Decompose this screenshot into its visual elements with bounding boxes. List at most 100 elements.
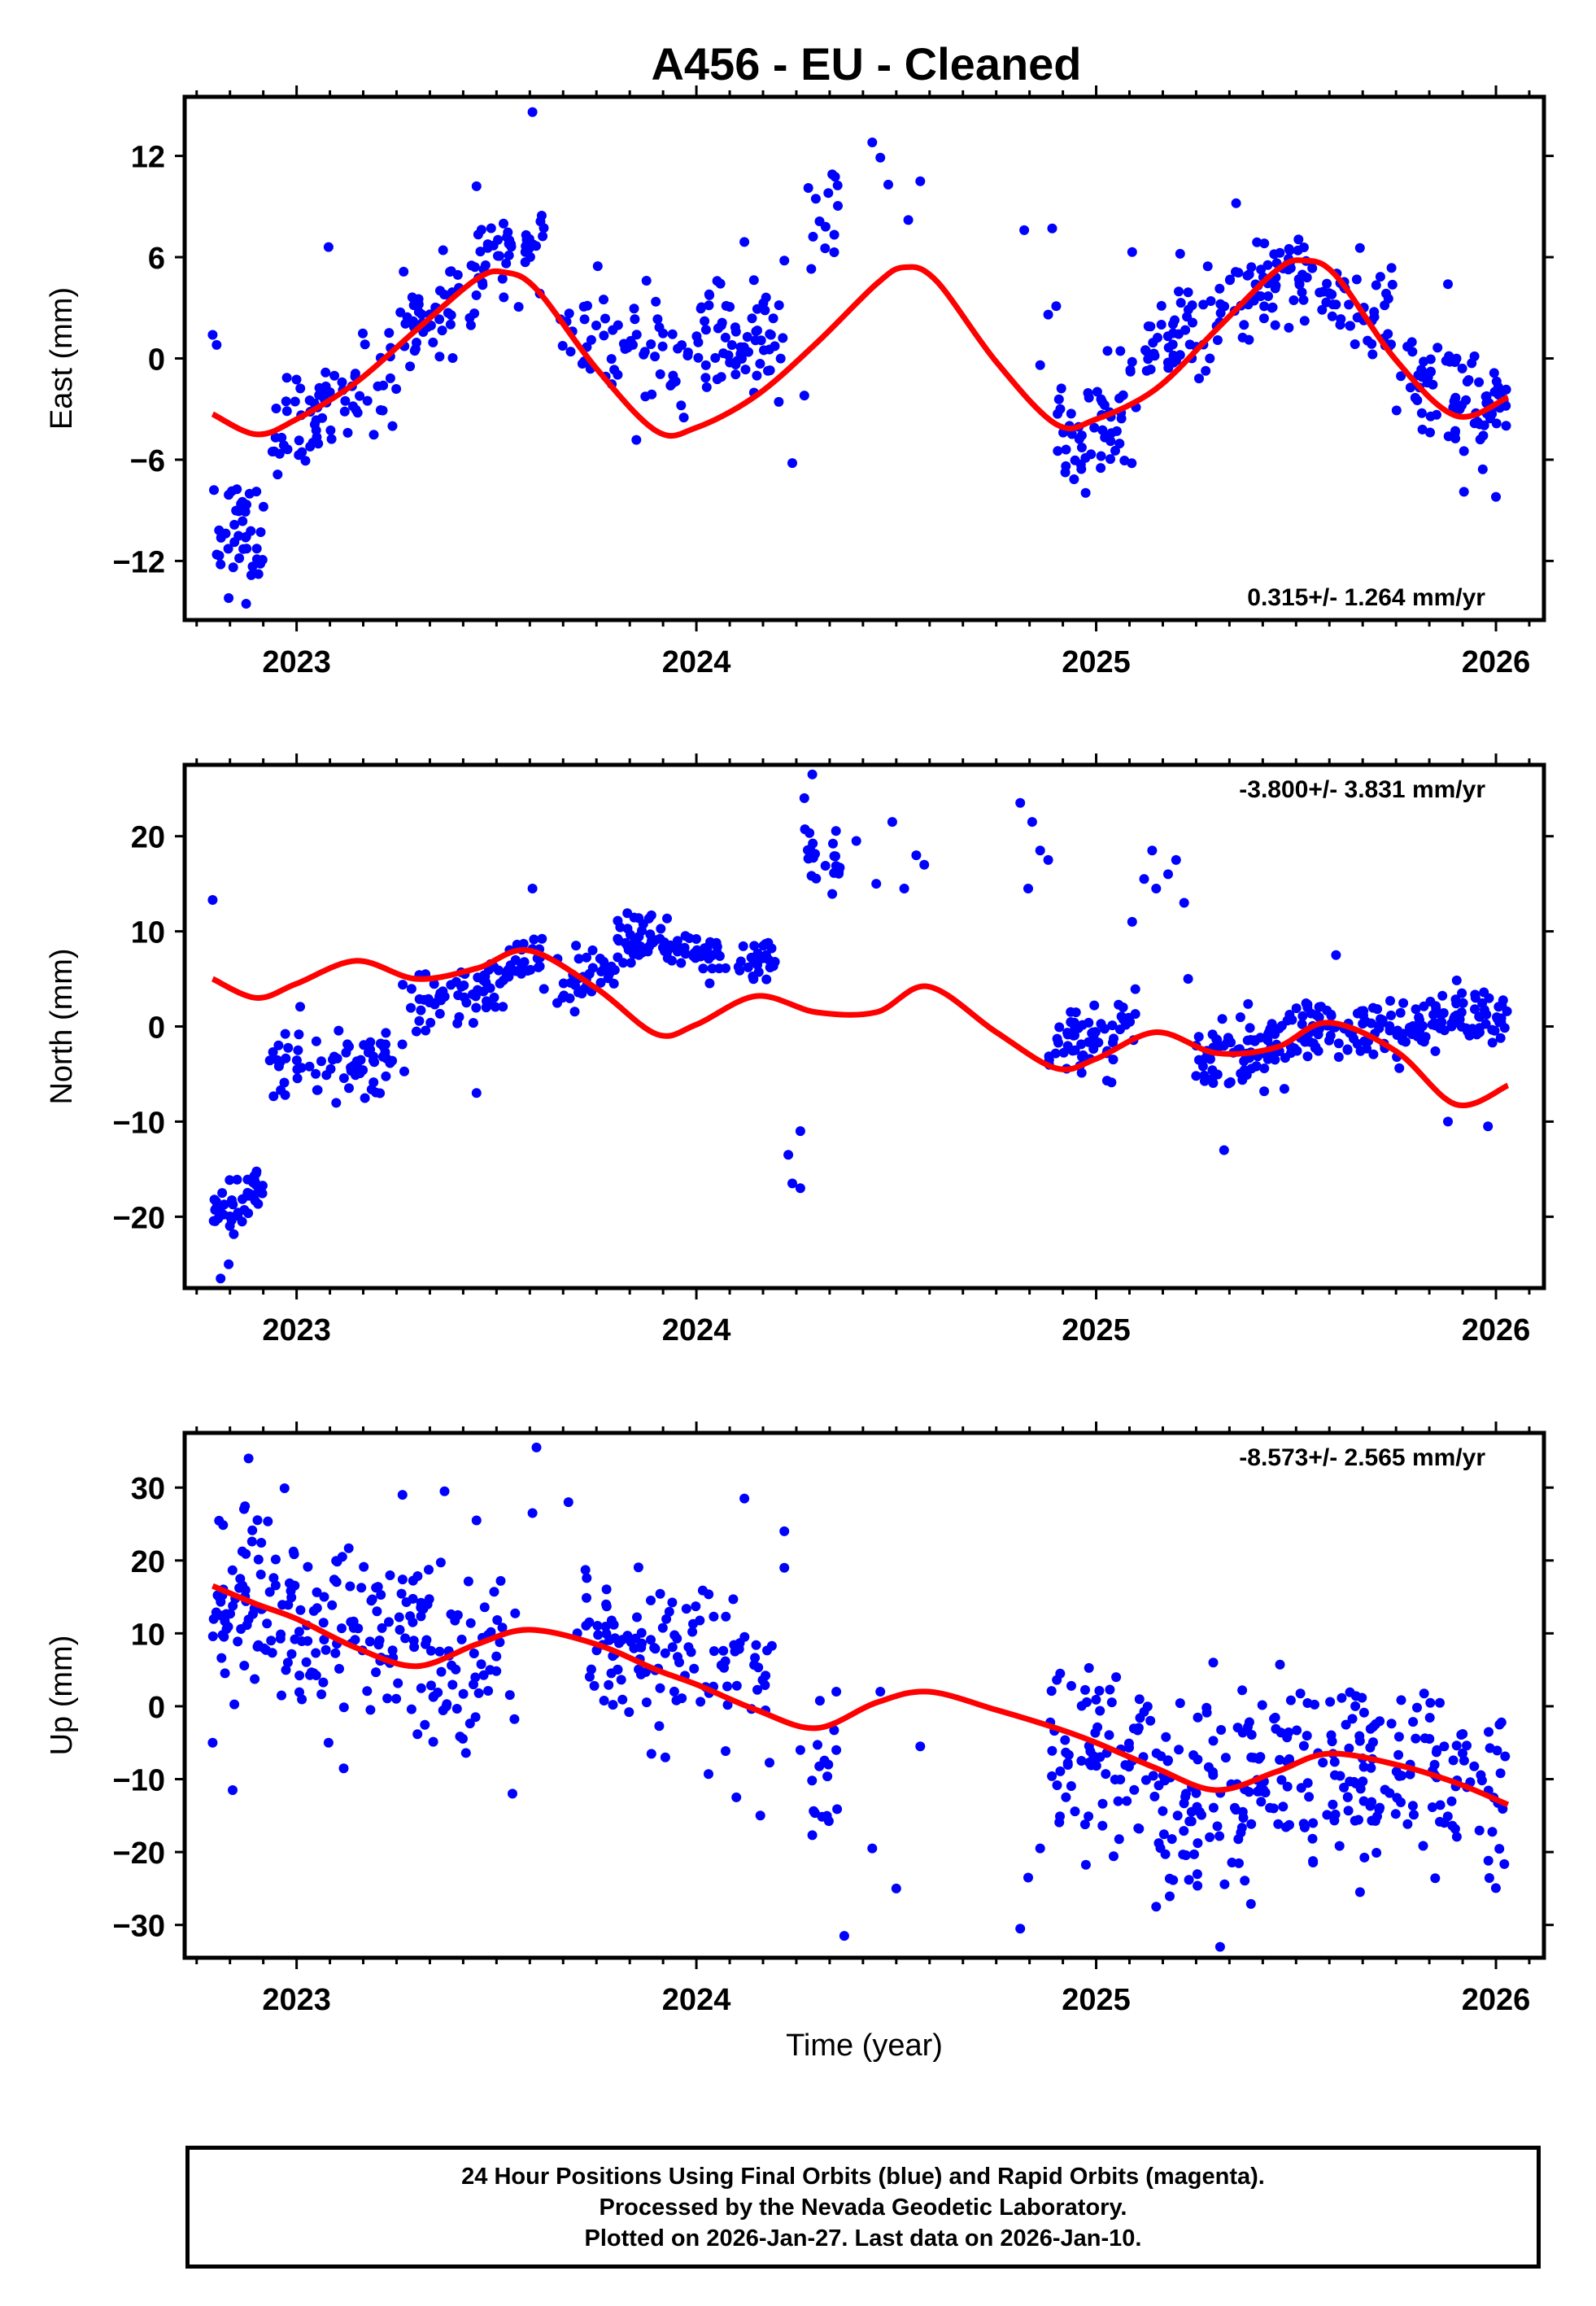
up-point (1495, 1768, 1506, 1779)
north-point (746, 952, 757, 963)
up-point (334, 1663, 344, 1674)
up-point (464, 1719, 475, 1729)
up-y-tick-label: 20 (131, 1545, 165, 1579)
north-x-tick-label: 2024 (662, 1313, 731, 1347)
north-point (1451, 1015, 1461, 1024)
north-point (1043, 854, 1053, 865)
up-point (374, 1636, 385, 1645)
east-point (1302, 273, 1312, 283)
up-point (1350, 1815, 1360, 1826)
north-point (1251, 1061, 1262, 1072)
east-y-tick-label: −12 (113, 545, 165, 579)
up-point (1104, 1730, 1114, 1740)
up-point (527, 1508, 538, 1518)
up-point (649, 1643, 660, 1653)
up-point (1181, 1788, 1191, 1799)
east-point (1371, 280, 1381, 290)
up-point (1393, 1732, 1404, 1742)
up-point (281, 1665, 291, 1675)
east-point (810, 194, 821, 204)
east-point (1051, 301, 1062, 312)
up-point (1275, 1659, 1285, 1670)
up-point (371, 1667, 382, 1678)
east-point (704, 290, 715, 300)
north-point (534, 961, 545, 972)
up-point (1302, 1731, 1312, 1741)
up-point (1156, 1751, 1166, 1762)
east-point (241, 531, 251, 542)
east-point (704, 300, 714, 311)
north-point (1099, 1024, 1110, 1034)
east-point (378, 380, 389, 391)
up-point (301, 1657, 312, 1667)
up-point (718, 1645, 729, 1656)
up-point (311, 1648, 321, 1658)
up-point (420, 1719, 430, 1730)
east-point (1168, 319, 1178, 330)
up-point (270, 1580, 281, 1591)
north-point (1199, 1076, 1210, 1086)
north-point (1071, 1007, 1081, 1018)
east-point (524, 243, 534, 254)
east-point (513, 302, 524, 312)
up-point (814, 1761, 825, 1771)
up-point (243, 1453, 254, 1464)
up-point (1205, 1832, 1215, 1842)
north-point (613, 936, 624, 946)
north-point (414, 1015, 425, 1026)
up-point (875, 1687, 886, 1697)
up-point (377, 1622, 387, 1633)
up-point (277, 1690, 286, 1701)
east-point (1501, 421, 1511, 431)
north-point (584, 968, 595, 979)
north-point (1090, 1027, 1101, 1037)
north-point (787, 1178, 797, 1189)
up-point (1302, 1698, 1313, 1708)
up-point (1292, 1725, 1302, 1736)
up-point (586, 1664, 596, 1675)
east-point (721, 300, 731, 311)
up-point (616, 1675, 626, 1685)
east-point (629, 304, 639, 314)
east-point (1344, 299, 1354, 310)
east-point (255, 527, 266, 537)
up-point (303, 1636, 313, 1646)
east-point (493, 234, 504, 245)
north-point (613, 915, 623, 926)
east-point (1417, 424, 1428, 435)
up-point (1245, 1898, 1256, 1909)
east-point (445, 319, 456, 330)
up-point (323, 1737, 334, 1748)
north-point (702, 942, 713, 953)
up-point (1307, 1833, 1318, 1844)
north-point (1492, 1012, 1502, 1023)
north-point (478, 975, 489, 985)
east-point (647, 389, 657, 400)
north-point (1443, 1116, 1453, 1127)
up-point (1405, 1769, 1415, 1780)
east-point (475, 247, 486, 257)
north-point (604, 968, 615, 979)
up-point (829, 1725, 839, 1736)
north-point (1325, 1030, 1336, 1041)
up-point (263, 1516, 273, 1526)
north-point (346, 1063, 356, 1072)
north-point (1412, 1031, 1423, 1042)
north-point (207, 895, 218, 905)
north-point (1464, 1030, 1475, 1041)
north-point (294, 1029, 304, 1040)
up-point (1280, 1822, 1291, 1832)
up-points (207, 1442, 1511, 1952)
east-point (405, 361, 416, 372)
north-point (714, 951, 725, 961)
up-point (1270, 1712, 1280, 1723)
up-point (1318, 1758, 1328, 1768)
up-point (393, 1678, 403, 1688)
east-point (1127, 458, 1137, 469)
north-point (381, 1071, 391, 1081)
up-point (1148, 1771, 1158, 1781)
east-point (1206, 296, 1216, 306)
east-point (1066, 429, 1077, 439)
east-point (1119, 456, 1130, 465)
north-point (276, 1085, 286, 1095)
